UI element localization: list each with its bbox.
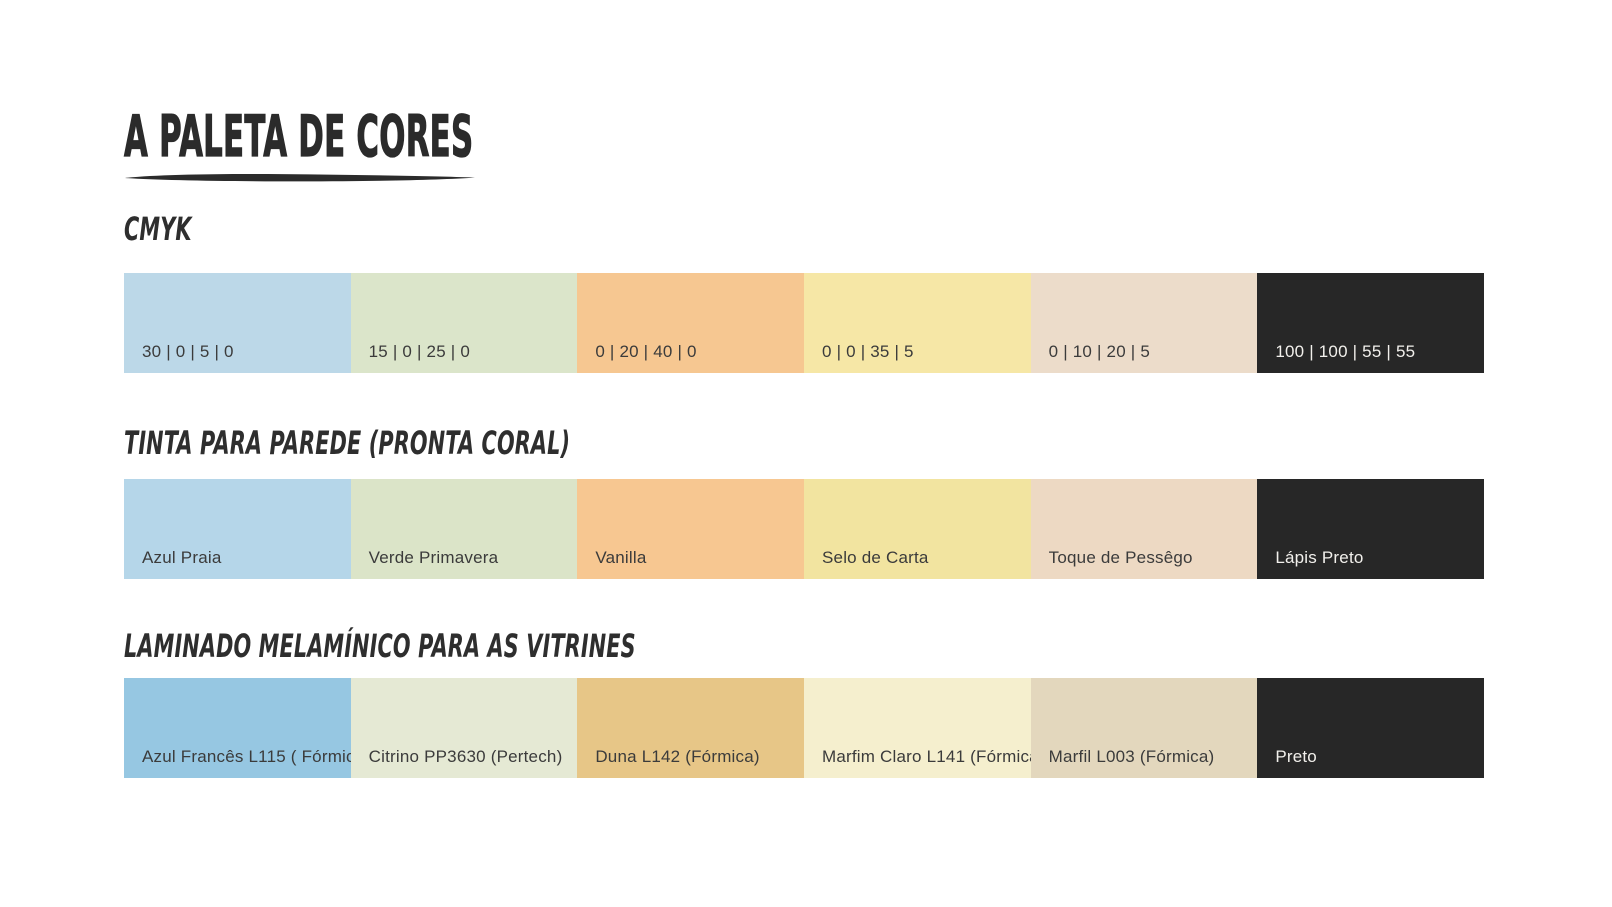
section-heading-cmyk: CMYK — [124, 210, 192, 248]
swatch-label: Azul Praia — [142, 548, 222, 567]
swatch-label: Citrino PP3630 (Pertech) — [368, 747, 563, 766]
swatch-cmyk-beige: 0 | 10 | 20 | 5 — [1030, 273, 1258, 373]
page-title: A PALETA DE CORES — [124, 104, 474, 170]
section-heading-tinta-parede: TINTA PARA PAREDE (PRONTA CORAL) — [124, 424, 571, 462]
swatch-marfim-claro: Marfim Claro L141 (Fórmica) — [804, 678, 1044, 778]
swatch-label: Marfim Claro L141 (Fórmica) — [822, 747, 1045, 766]
section-heading-laminado: LAMINADO MELAMÍNICO PARA AS VITRINES — [124, 627, 636, 665]
swatch-label: Duna L142 (Fórmica) — [595, 747, 760, 766]
swatch-label: Selo de Carta — [822, 548, 929, 567]
swatch-toque-de-pessego: Toque de Pessêgo — [1030, 479, 1258, 579]
swatch-row-cmyk: 30 | 0 | 5 | 0 15 | 0 | 25 | 0 0 | 20 | … — [124, 273, 1484, 373]
swatch-label: Marfil L003 (Fórmica) — [1048, 747, 1215, 766]
swatch-preto: Preto — [1257, 678, 1484, 778]
swatch-lapis-preto: Lápis Preto — [1257, 479, 1484, 579]
swatch-azul-frances: Azul Francês L115 ( Fórmica) — [124, 678, 370, 778]
swatch-row-laminado: Azul Francês L115 ( Fórmica) Citrino PP3… — [124, 678, 1484, 778]
swatch-label: 0 | 0 | 35 | 5 — [822, 342, 914, 361]
swatch-vanilla: Vanilla — [577, 479, 804, 579]
swatch-row-tinta-parede: Azul Praia Verde Primavera Vanilla Selo … — [124, 479, 1484, 579]
swatch-selo-de-carta: Selo de Carta — [804, 479, 1031, 579]
swatch-azul-praia: Azul Praia — [124, 479, 351, 579]
swatch-label: Toque de Pessêgo — [1048, 548, 1193, 567]
swatch-label: Vanilla — [595, 548, 647, 567]
swatch-label: Lápis Preto — [1275, 548, 1364, 567]
swatch-label: 15 | 0 | 25 | 0 — [368, 342, 470, 361]
swatch-label: Preto — [1275, 747, 1317, 766]
swatch-duna: Duna L142 (Fórmica) — [577, 678, 804, 778]
palette-page: A PALETA DE CORES CMYK 30 | 0 | 5 | 0 15… — [124, 0, 1484, 907]
swatch-label: 30 | 0 | 5 | 0 — [142, 342, 234, 361]
swatch-label: 0 | 10 | 20 | 5 — [1048, 342, 1150, 361]
swatch-cmyk-orange: 0 | 20 | 40 | 0 — [577, 273, 804, 373]
swatch-citrino: Citrino PP3630 (Pertech) — [350, 678, 578, 778]
swatch-cmyk-yellow: 0 | 0 | 35 | 5 — [804, 273, 1031, 373]
swatch-label: Verde Primavera — [368, 548, 499, 567]
brush-underline-icon — [125, 174, 475, 182]
swatch-cmyk-black: 100 | 100 | 55 | 55 — [1257, 273, 1484, 373]
swatch-marfil: Marfil L003 (Fórmica) — [1030, 678, 1258, 778]
swatch-cmyk-blue: 30 | 0 | 5 | 0 — [124, 273, 351, 373]
swatch-label: Azul Francês L115 ( Fórmica) — [142, 747, 371, 766]
swatch-label: 0 | 20 | 40 | 0 — [595, 342, 697, 361]
swatch-verde-primavera: Verde Primavera — [350, 479, 578, 579]
swatch-label: 100 | 100 | 55 | 55 — [1275, 342, 1416, 361]
swatch-cmyk-green: 15 | 0 | 25 | 0 — [350, 273, 578, 373]
